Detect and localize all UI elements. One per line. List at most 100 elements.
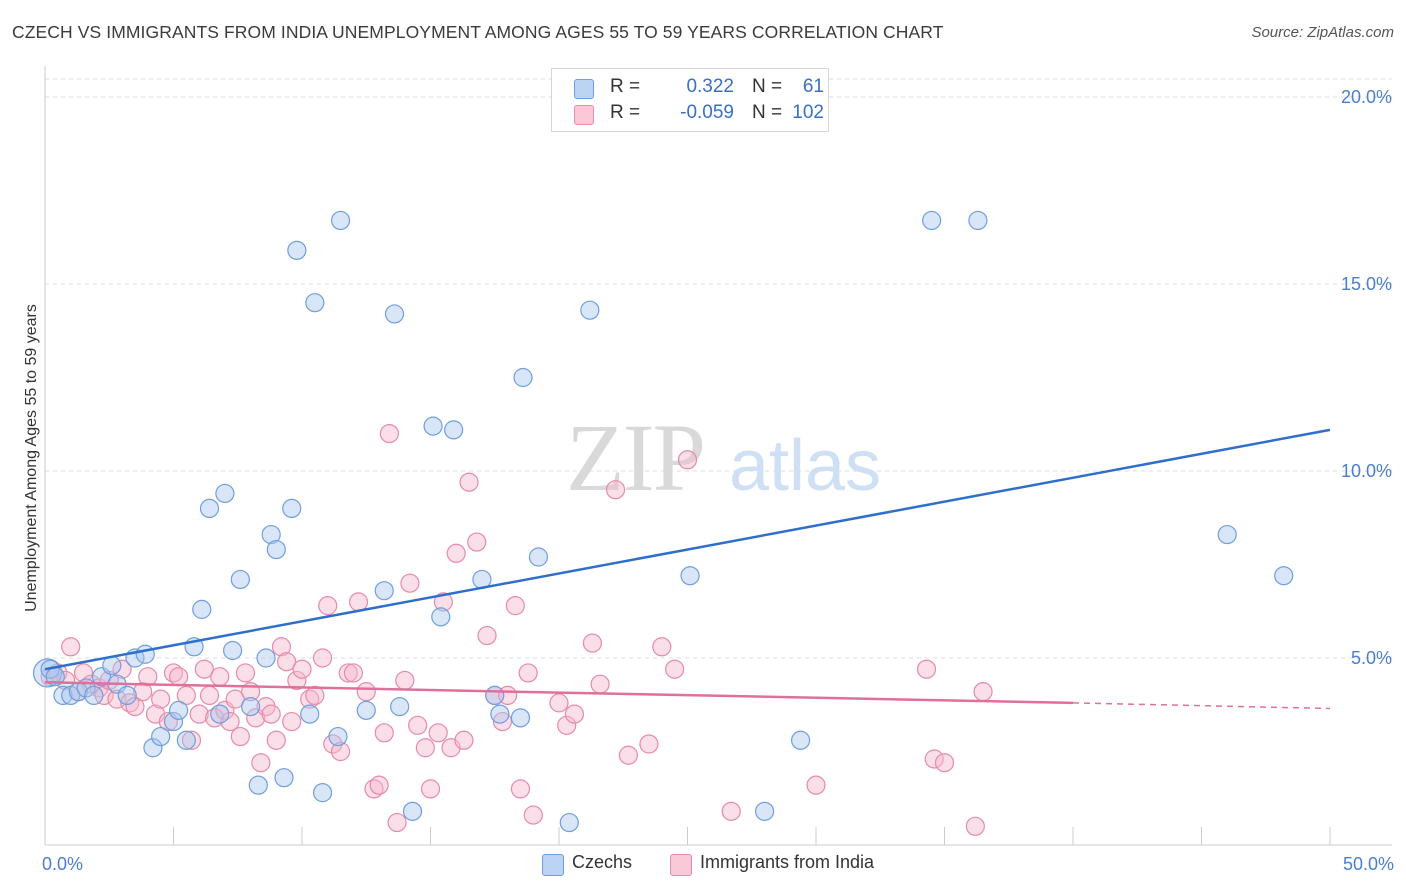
india-point xyxy=(266,730,286,750)
czech-point xyxy=(328,726,348,747)
czech-point xyxy=(390,697,410,717)
czech-point xyxy=(151,726,171,747)
y-tick-label: 5.0% xyxy=(1351,648,1392,668)
czech-point xyxy=(431,607,451,627)
czech-point xyxy=(402,801,423,821)
correlation-legend: R = 0.322 N = 61 R = -0.059 N = 102 xyxy=(551,68,829,132)
czech-point xyxy=(192,599,212,619)
czech-point xyxy=(261,524,281,545)
watermark: ZIP atlas xyxy=(566,404,881,511)
india-point xyxy=(112,659,132,679)
india-point xyxy=(492,711,513,732)
czech-point xyxy=(274,768,294,788)
india-point xyxy=(374,723,394,743)
source-label: Source: ZipAtlas.com xyxy=(1251,24,1394,41)
india-point xyxy=(189,704,209,724)
india-point xyxy=(318,596,338,616)
grid-lines xyxy=(45,78,1392,659)
czechs-swatch xyxy=(542,854,564,876)
india-point xyxy=(343,663,363,683)
y-tick-label: 20.0% xyxy=(1341,87,1392,107)
czech-trend-line xyxy=(44,428,1331,671)
india-point xyxy=(618,745,638,765)
czech-point xyxy=(490,704,510,724)
india-point xyxy=(169,667,189,687)
india-point xyxy=(420,779,441,799)
czech-point xyxy=(287,240,307,260)
india-point xyxy=(934,753,955,773)
czech-point xyxy=(330,210,351,231)
india-point xyxy=(916,659,937,679)
x-tick-label: 50.0% xyxy=(1343,854,1394,874)
india-point xyxy=(665,659,685,679)
czech-point xyxy=(135,644,155,664)
india-point xyxy=(387,812,407,833)
india-point xyxy=(369,775,389,795)
india-point xyxy=(446,543,466,563)
india-trend-extension xyxy=(1072,702,1331,710)
india-point xyxy=(181,730,202,750)
czech-point xyxy=(256,648,276,668)
india-point xyxy=(120,693,140,713)
india-point xyxy=(605,480,626,500)
czech-point xyxy=(248,775,268,795)
india-point xyxy=(459,472,479,492)
india-point xyxy=(454,730,474,750)
czech-point xyxy=(169,700,189,720)
czech-point xyxy=(356,700,376,720)
india-point xyxy=(282,711,302,732)
india-trend-line xyxy=(44,681,1074,705)
india-point xyxy=(523,805,543,825)
czech-point xyxy=(282,498,302,518)
chart-title: CZECH VS IMMIGRANTS FROM INDIA UNEMPLOYM… xyxy=(12,22,944,42)
legend-r-value: 0.322 xyxy=(686,76,734,97)
czech-point xyxy=(485,685,505,706)
india-point xyxy=(194,659,214,679)
czech-point xyxy=(163,711,184,732)
india-point xyxy=(225,689,245,709)
czech-point xyxy=(580,300,600,320)
czech-point xyxy=(143,738,163,758)
india-point xyxy=(261,704,281,724)
india-point xyxy=(639,734,659,754)
india-point xyxy=(235,663,256,683)
india-point xyxy=(973,682,993,702)
india-point xyxy=(61,637,81,657)
india-point xyxy=(518,663,538,683)
y-tick-label: 15.0% xyxy=(1341,274,1392,294)
legend-r-label: R = xyxy=(610,102,641,123)
czech-point xyxy=(300,704,320,724)
india-point xyxy=(151,689,171,709)
india-point xyxy=(230,726,250,747)
legend-n-label: N = xyxy=(752,102,783,123)
india-point xyxy=(176,685,196,706)
india-point xyxy=(312,648,333,668)
india-point xyxy=(163,663,184,683)
czech-point xyxy=(53,685,73,706)
india-point xyxy=(292,659,312,679)
india-point xyxy=(338,663,358,683)
czech-point xyxy=(444,420,464,440)
czech-point xyxy=(266,539,286,560)
czech-point xyxy=(922,210,942,231)
watermark-zip: ZIP xyxy=(566,404,704,511)
india-point xyxy=(677,450,698,470)
legend-n-value: 102 xyxy=(792,102,824,123)
czech-point xyxy=(790,730,811,750)
x-tick-label: 0.0% xyxy=(42,854,83,874)
india-swatch xyxy=(670,854,692,876)
czech-point xyxy=(1217,524,1237,545)
india-point xyxy=(330,741,351,762)
watermark-atlas: atlas xyxy=(729,426,881,506)
czech-point xyxy=(199,498,220,518)
czech-point xyxy=(230,569,250,590)
india-point xyxy=(251,753,271,773)
legend-n-label: N = xyxy=(752,76,783,97)
india-point xyxy=(433,592,453,612)
czech-point xyxy=(1274,566,1294,586)
czech-point xyxy=(423,416,443,436)
india-point xyxy=(510,779,531,799)
czech-point xyxy=(680,566,700,586)
india-point xyxy=(408,715,428,735)
india-point xyxy=(205,708,225,728)
